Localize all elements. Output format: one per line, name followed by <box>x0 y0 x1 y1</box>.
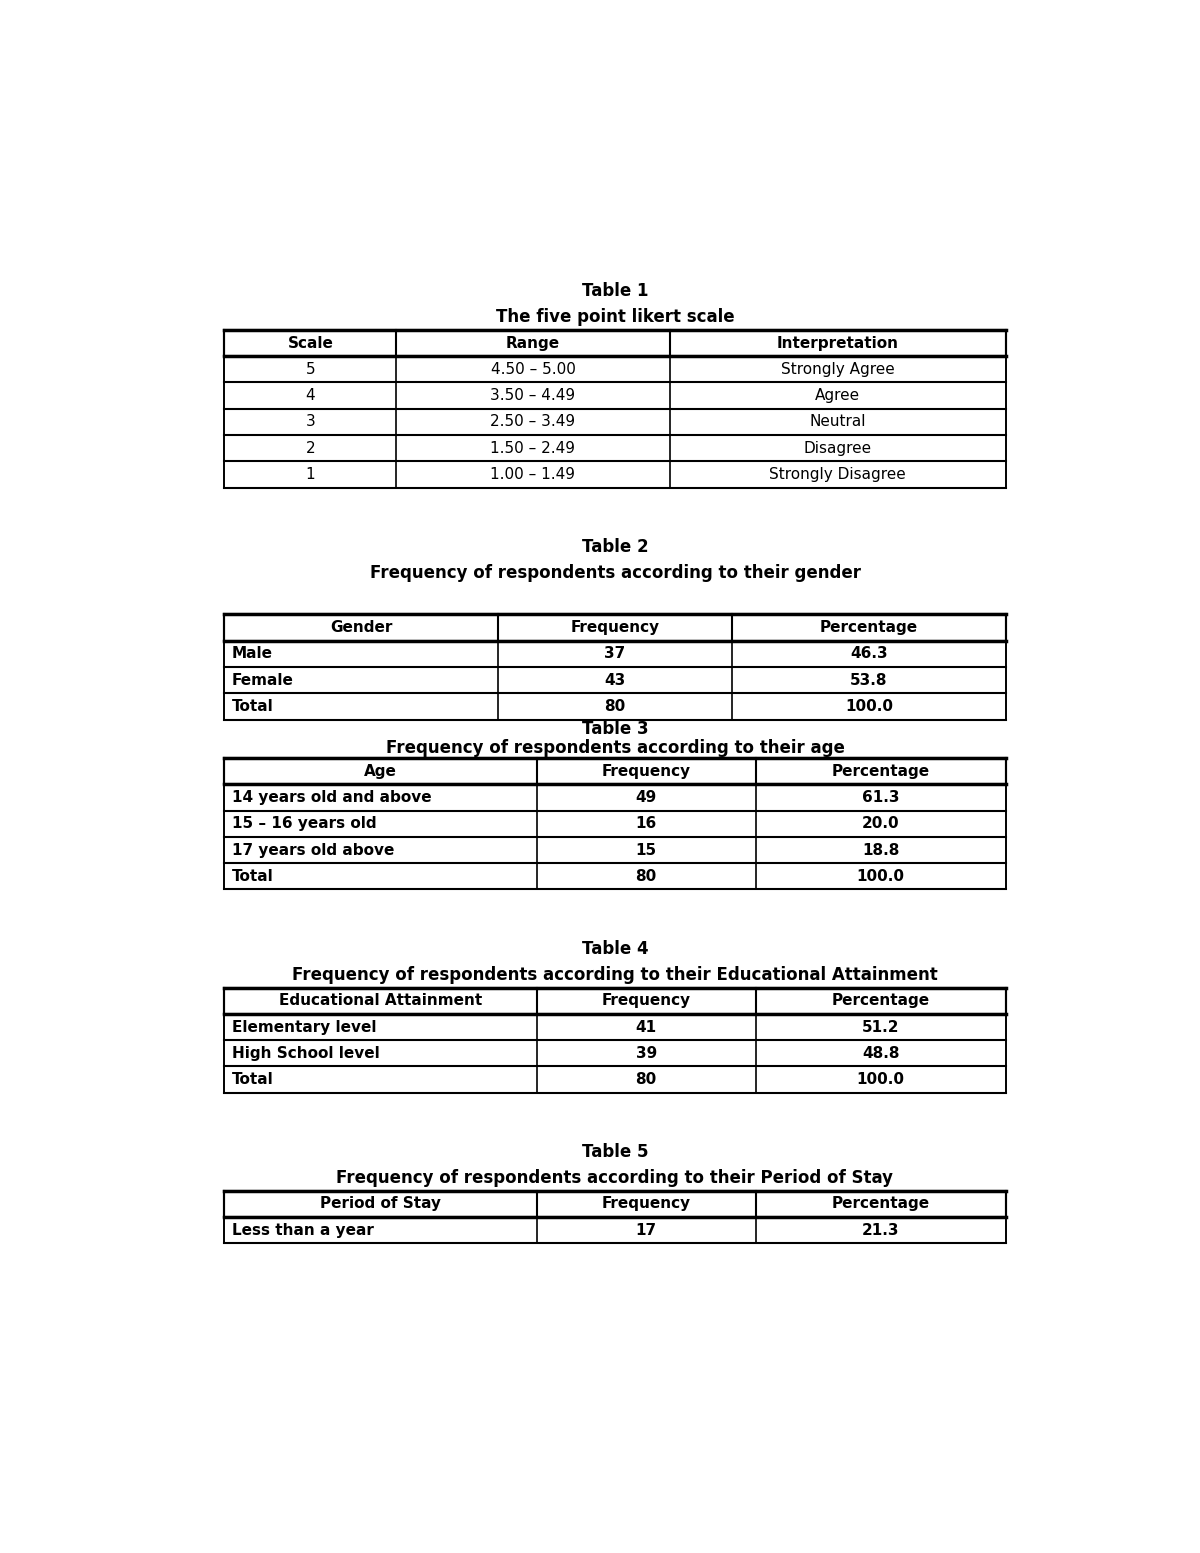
Bar <box>224 356 1006 382</box>
Text: 17 years old above: 17 years old above <box>232 843 395 857</box>
Text: 80: 80 <box>636 1072 656 1087</box>
Text: Less than a year: Less than a year <box>232 1222 373 1238</box>
Bar <box>224 811 1006 837</box>
Text: Frequency of respondents according to their gender: Frequency of respondents according to th… <box>370 564 860 582</box>
Text: Frequency: Frequency <box>601 1196 691 1211</box>
Text: Strongly Agree: Strongly Agree <box>781 362 894 377</box>
Bar <box>224 1191 1006 1218</box>
Bar <box>224 837 1006 863</box>
Text: 15: 15 <box>636 843 656 857</box>
Text: 100.0: 100.0 <box>857 868 905 884</box>
Text: 4: 4 <box>306 388 316 404</box>
Text: 14 years old and above: 14 years old and above <box>232 790 432 804</box>
Text: Percentage: Percentage <box>832 994 930 1008</box>
Text: Percentage: Percentage <box>832 1196 930 1211</box>
Text: Frequency: Frequency <box>601 994 691 1008</box>
Text: 80: 80 <box>605 699 625 714</box>
Text: 16: 16 <box>636 817 656 831</box>
Text: 43: 43 <box>605 672 625 688</box>
Text: 53.8: 53.8 <box>850 672 888 688</box>
Bar <box>224 329 1006 356</box>
Text: Table 4: Table 4 <box>582 940 648 958</box>
Text: Table 2: Table 2 <box>582 537 648 556</box>
Text: 37: 37 <box>605 646 625 662</box>
Bar <box>224 693 1006 719</box>
Bar <box>224 382 1006 408</box>
Text: 1.00 – 1.49: 1.00 – 1.49 <box>491 467 576 481</box>
Text: 100.0: 100.0 <box>845 699 893 714</box>
Bar <box>224 988 1006 1014</box>
Text: 20.0: 20.0 <box>862 817 900 831</box>
Text: Age: Age <box>365 764 397 778</box>
Text: 1.50 – 2.49: 1.50 – 2.49 <box>491 441 576 455</box>
Text: 2: 2 <box>306 441 316 455</box>
Bar <box>224 461 1006 488</box>
Text: 4.50 – 5.00: 4.50 – 5.00 <box>491 362 576 377</box>
Text: Percentage: Percentage <box>820 620 918 635</box>
Bar <box>224 668 1006 693</box>
Text: 15 – 16 years old: 15 – 16 years old <box>232 817 377 831</box>
Text: High School level: High School level <box>232 1045 379 1061</box>
Text: Frequency of respondents according to their age: Frequency of respondents according to th… <box>385 739 845 756</box>
Bar <box>224 615 1006 641</box>
Text: 1: 1 <box>306 467 316 481</box>
Text: 48.8: 48.8 <box>862 1045 899 1061</box>
Text: 21.3: 21.3 <box>862 1222 899 1238</box>
Bar <box>224 863 1006 890</box>
Text: Period of Stay: Period of Stay <box>320 1196 442 1211</box>
Text: Frequency: Frequency <box>601 764 691 778</box>
Text: 49: 49 <box>636 790 656 804</box>
Text: Range: Range <box>506 335 560 351</box>
Text: 41: 41 <box>636 1019 656 1034</box>
Text: 46.3: 46.3 <box>850 646 888 662</box>
Text: Disagree: Disagree <box>804 441 871 455</box>
Text: Table 1: Table 1 <box>582 283 648 300</box>
Text: Frequency of respondents according to their Period of Stay: Frequency of respondents according to th… <box>336 1169 894 1188</box>
Text: Frequency: Frequency <box>570 620 660 635</box>
Bar <box>224 435 1006 461</box>
Text: 2.50 – 3.49: 2.50 – 3.49 <box>491 415 576 430</box>
Text: Female: Female <box>232 672 294 688</box>
Text: Interpretation: Interpretation <box>776 335 899 351</box>
Text: Percentage: Percentage <box>832 764 930 778</box>
Text: Frequency of respondents according to their Educational Attainment: Frequency of respondents according to th… <box>292 966 938 985</box>
Text: 17: 17 <box>636 1222 656 1238</box>
Text: Strongly Disagree: Strongly Disagree <box>769 467 906 481</box>
Text: Total: Total <box>232 699 274 714</box>
Bar <box>224 784 1006 811</box>
Text: 51.2: 51.2 <box>862 1019 899 1034</box>
Text: Total: Total <box>232 1072 274 1087</box>
Text: Agree: Agree <box>815 388 860 404</box>
Text: Scale: Scale <box>287 335 334 351</box>
Text: Table 5: Table 5 <box>582 1143 648 1162</box>
Text: The five point likert scale: The five point likert scale <box>496 309 734 326</box>
Text: 5: 5 <box>306 362 316 377</box>
Text: Elementary level: Elementary level <box>232 1019 377 1034</box>
Text: 3: 3 <box>306 415 316 430</box>
Text: Gender: Gender <box>330 620 392 635</box>
Text: Total: Total <box>232 868 274 884</box>
Bar <box>224 1041 1006 1067</box>
Text: 39: 39 <box>636 1045 656 1061</box>
Text: 100.0: 100.0 <box>857 1072 905 1087</box>
Text: 18.8: 18.8 <box>862 843 899 857</box>
Bar <box>224 1067 1006 1093</box>
Bar <box>224 408 1006 435</box>
Text: Educational Attainment: Educational Attainment <box>280 994 482 1008</box>
Text: Neutral: Neutral <box>809 415 866 430</box>
Text: 61.3: 61.3 <box>862 790 899 804</box>
Bar <box>224 641 1006 668</box>
Text: 3.50 – 4.49: 3.50 – 4.49 <box>491 388 576 404</box>
Text: Male: Male <box>232 646 272 662</box>
Bar <box>224 1218 1006 1244</box>
Bar <box>224 758 1006 784</box>
Text: 80: 80 <box>636 868 656 884</box>
Bar <box>224 1014 1006 1041</box>
Text: Table 3: Table 3 <box>582 719 648 738</box>
